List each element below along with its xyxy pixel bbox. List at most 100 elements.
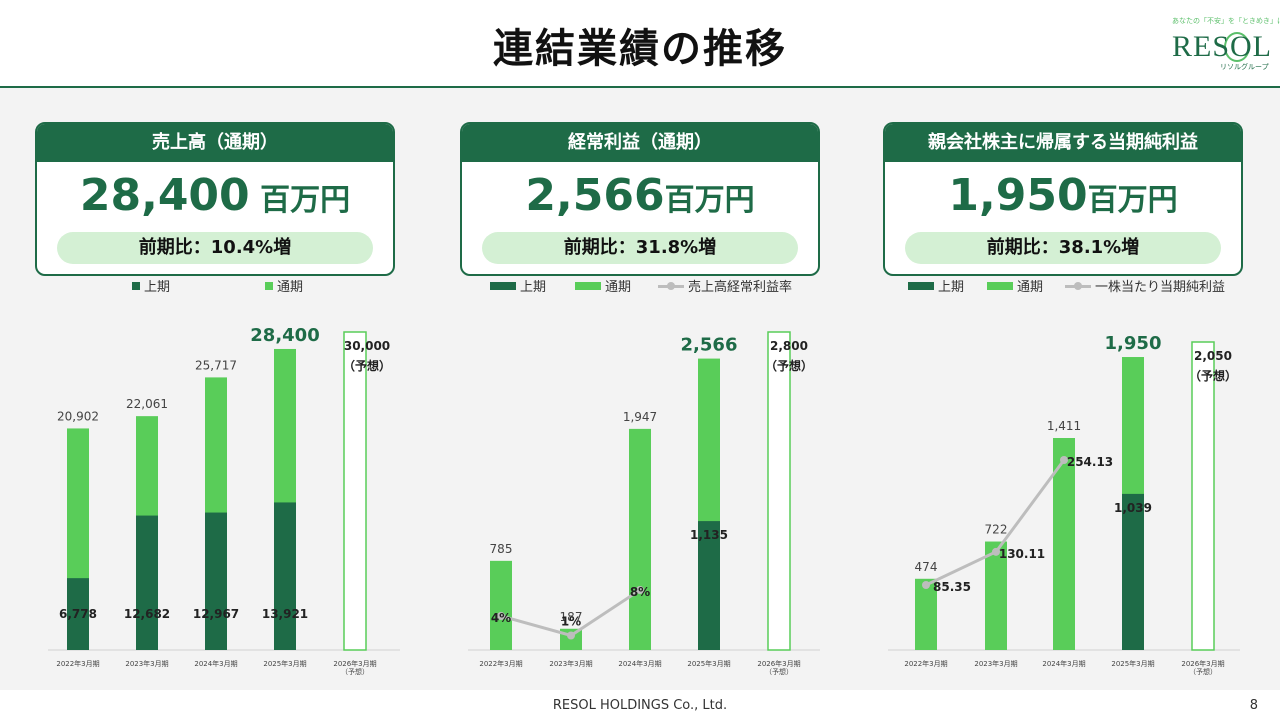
bar-first-half	[274, 502, 296, 650]
card-value: 28,400 百万円	[37, 170, 393, 221]
card-frame: 親会社株主に帰属する当期純利益 1,950百万円 前期比：38.1%増	[883, 122, 1243, 276]
data-label-full-year: 722	[985, 523, 1008, 537]
bar-first-half	[205, 512, 227, 650]
legend-swatch	[987, 281, 1013, 290]
page-title: 連結業績の推移	[493, 26, 787, 72]
tick-label: 2022年3月期	[479, 659, 522, 668]
line-point	[497, 612, 505, 620]
logo-subtitle: リソルグループ	[1220, 63, 1269, 71]
chart-legend: 上期 通期 一株当たり当期純利益	[880, 274, 1280, 296]
card-header: 売上高（通期）	[37, 124, 393, 162]
legend-line-icon	[658, 279, 684, 293]
card-value-number: 28,400	[79, 170, 250, 221]
tick-label: 2023年3月期	[974, 659, 1017, 668]
bar-full-year	[343, 331, 367, 651]
line-point	[567, 631, 575, 640]
tick-label: 2026年3月期（予想）	[757, 659, 800, 676]
bar-first-half	[136, 515, 158, 650]
legend-swatch	[908, 281, 934, 290]
legend-swatch	[575, 281, 601, 290]
data-label-first-half: 1,039	[1114, 501, 1152, 515]
data-label-first-half: 12,967	[193, 607, 239, 621]
line-data-label: 4%	[491, 611, 511, 625]
chart-plot: 785 2022年3月期 187 2023年3月期 1,947 2024年3月期 2,566…	[468, 331, 820, 676]
card-value: 1,950百万円	[885, 170, 1241, 221]
card-frame: 売上高（通期） 28,400 百万円 前期比：10.4%増	[35, 122, 395, 276]
data-label-first-half: 6,778	[59, 607, 97, 621]
data-label-full-year: 187	[560, 610, 583, 624]
legend-label: 通期	[1017, 280, 1044, 295]
tick-label: 2025年3月期	[263, 659, 306, 668]
card-value-unit: 百万円	[1087, 183, 1178, 218]
card-value: 2,566百万円	[462, 170, 818, 221]
footer-company: RESOL HOLDINGS Co., Ltd.	[552, 698, 728, 713]
line-point	[922, 581, 930, 589]
data-label-forecast: 2,800 （予想）	[765, 339, 813, 373]
legend-label: 上期	[144, 280, 171, 295]
legend-label: 上期	[520, 280, 547, 295]
legend-swatch	[132, 281, 140, 290]
data-label-full-year: 20,902	[57, 409, 99, 423]
tick-label: 2024年3月期	[194, 659, 237, 668]
data-label-full-year: 1,950	[1105, 333, 1162, 354]
page-number: 8	[1249, 698, 1258, 713]
card-header: 経常利益（通期）	[462, 124, 818, 162]
card-value-unit: 百万円	[249, 183, 351, 218]
logo-ring-icon	[1224, 32, 1250, 62]
legend-label: 上期	[938, 280, 965, 295]
data-label-first-half: 13,921	[262, 607, 308, 621]
data-label-full-year: 22,061	[126, 397, 168, 411]
legend-item-first-half: 上期	[132, 276, 170, 295]
tick-label: 2022年3月期	[904, 659, 947, 668]
ordinary-profit-chart: 上期 通期 売上高経常利益率 785 2022年3月期 187 2023年3月期 1,9…	[460, 270, 860, 680]
legend-item-ratio: 売上高経常利益率	[658, 276, 792, 295]
tick-label: 2025年3月期	[1111, 659, 1154, 668]
line-data-label: 254.13	[1067, 455, 1113, 469]
card-yoy: 前期比：10.4%増	[57, 232, 373, 264]
legend-line-icon	[1065, 279, 1091, 293]
header: 連結業績の推移 あなたの「不安」を「ときめき」に。 RESOL リソルグループ	[0, 0, 1280, 88]
tick-label: 2022年3月期	[56, 659, 99, 668]
kpi-card-sales: 売上高（通期） 28,400 百万円 前期比：10.4%増	[35, 120, 395, 276]
line-data-label: 130.11	[999, 547, 1045, 561]
kpi-card-net-income: 親会社株主に帰属する当期純利益 1,950百万円 前期比：38.1%増	[883, 120, 1243, 276]
bar-full-year	[1053, 438, 1075, 650]
sales-chart: 上期 通期 20,902 6,778 2022年3月期 22,061 12,682 202…	[40, 270, 440, 680]
legend-item-first-half: 上期	[908, 276, 964, 295]
bar-first-half	[1122, 493, 1144, 650]
card-value-number: 1,950	[948, 170, 1088, 221]
legend-label: 一株当たり当期純利益	[1095, 280, 1226, 295]
bar-first-half	[698, 521, 720, 650]
bar-full-year	[915, 578, 937, 650]
legend-item-eps: 一株当たり当期純利益	[1065, 276, 1225, 295]
tick-label: 2026年3月期（予想）	[1181, 659, 1224, 676]
card-value-unit: 百万円	[664, 183, 755, 218]
line-point	[992, 547, 1000, 556]
logo-wordmark: RESOL	[1172, 30, 1273, 63]
bar-full-year	[490, 560, 512, 650]
legend-swatch	[265, 281, 273, 290]
card-value-number: 2,566	[525, 170, 665, 221]
tick-label: 2024年3月期	[1042, 659, 1085, 668]
footer: RESOL HOLDINGS Co., Ltd. 8	[0, 690, 1280, 720]
tick-label: 2025年3月期	[687, 659, 730, 668]
data-label-full-year: 785	[490, 542, 513, 556]
legend-label: 売上高経常利益率	[688, 280, 793, 295]
chart-plot: 20,902 6,778 2022年3月期 22,061 12,682 2023年3月期 2…	[48, 325, 400, 676]
line-point	[636, 586, 644, 594]
legend-item-first-half: 上期	[490, 276, 546, 295]
data-label-full-year: 474	[915, 560, 938, 574]
data-label-full-year: 2,566	[681, 335, 738, 356]
bar-full-year	[1191, 341, 1215, 651]
data-label-forecast: 2,050 （予想）	[1189, 349, 1237, 383]
bar-full-year	[767, 331, 791, 651]
kpi-card-ordinary-profit: 経常利益（通期） 2,566百万円 前期比：31.8%増	[460, 120, 820, 276]
net-income-chart: 上期 通期 一株当たり当期純利益 474 2022年3月期 722 2023年3月期 1…	[880, 270, 1280, 680]
tick-label: 2023年3月期	[549, 659, 592, 668]
legend-label: 通期	[277, 280, 304, 295]
tick-label: 2024年3月期	[618, 659, 661, 668]
line-data-label: 1%	[561, 615, 581, 629]
data-label-first-half: 1,135	[690, 528, 728, 542]
bar-full-year	[629, 428, 651, 650]
line-data-label: 85.35	[933, 580, 971, 594]
